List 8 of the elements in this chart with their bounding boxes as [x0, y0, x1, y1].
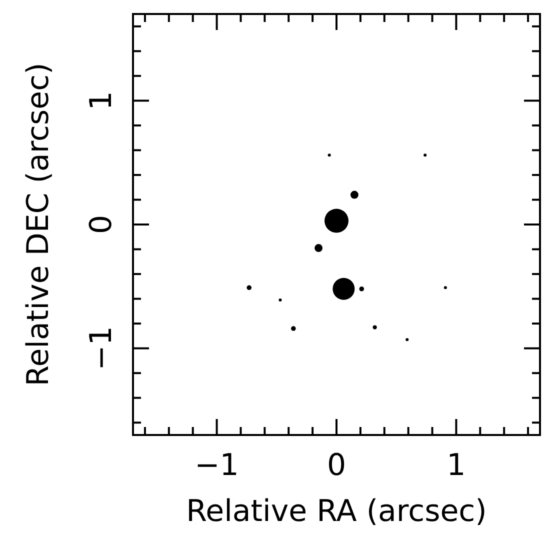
y-tick-label: −1	[84, 326, 119, 370]
y-tick-label: 0	[84, 214, 119, 234]
x-tick-label: 1	[446, 448, 466, 483]
y-axis-title: Relative DEC (arcsec)	[21, 62, 56, 386]
x-tick-label: 0	[326, 448, 346, 483]
x-axis-title: Relative RA (arcsec)	[186, 494, 487, 529]
x-tick-label: −1	[194, 448, 239, 483]
y-tick-label: 1	[84, 91, 119, 110]
